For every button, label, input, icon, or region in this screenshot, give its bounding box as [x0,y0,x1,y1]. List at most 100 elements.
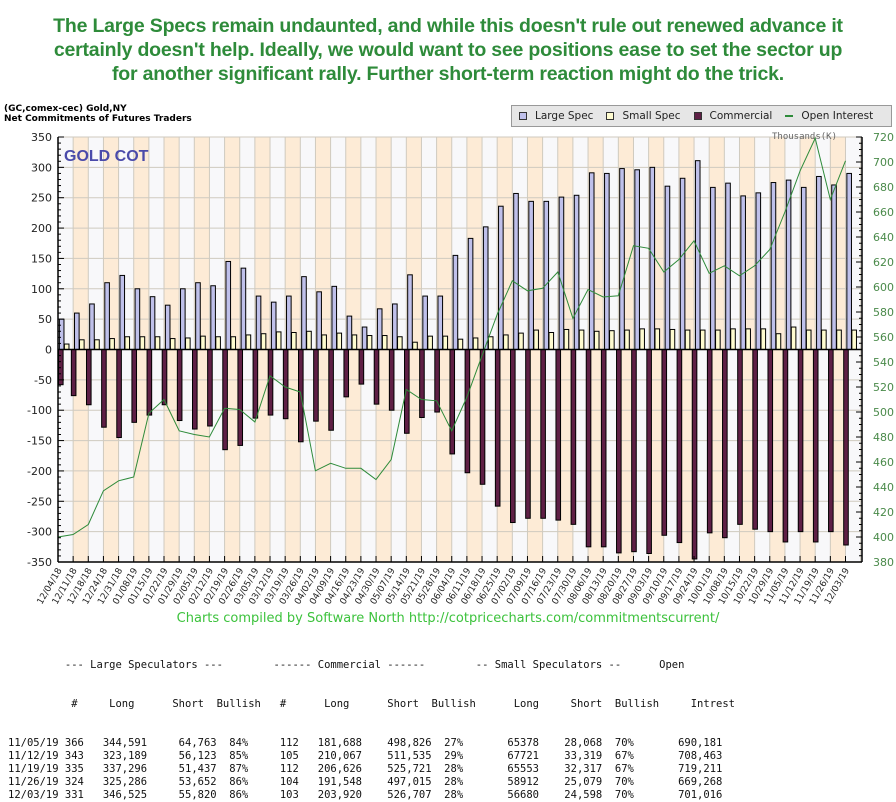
large-spec-bar [498,205,504,351]
commercial-bar [706,349,713,534]
large-spec-bar [634,169,640,350]
large-spec-bar [361,326,368,351]
small-spec-bar [821,329,827,350]
left-tick-label: 200 [31,222,52,235]
small-spec-bar [836,329,842,350]
large-spec-bar [149,296,156,351]
commercial-bar [797,349,804,533]
small-spec-bar [548,332,555,350]
large-spec-bar [437,295,444,350]
large-spec-bar [58,318,65,350]
source-subtitle: Net Commitments of Futures Traders [4,114,192,124]
small-spec-bar [139,336,146,350]
large-spec-bar [528,200,534,350]
small-spec-bar [336,332,343,351]
small-spec-bar [684,329,691,350]
small-spec-bar [805,329,812,350]
small-spec-bar [457,338,464,351]
commercial-bar [585,349,592,548]
large-spec-bar [573,194,580,350]
headline-line-2: certainly doesn't help. Ideally, we woul… [53,39,843,61]
small-spec-bar [669,328,676,350]
commercial-bar [267,349,274,416]
commercial-bar [282,349,289,420]
right-tick-label: 420 [873,506,894,519]
right-tick-label: 380 [873,556,894,569]
large-spec-bar [816,175,822,351]
commercial-bar [616,349,622,554]
commercial-bar [555,349,562,521]
commercial-bar [479,349,486,485]
large-spec-bar [270,301,277,350]
small-spec-bar [851,329,857,350]
right-tick-label: 620 [873,256,894,269]
small-spec-bar [427,335,433,350]
chart-source: (GC,comex-cec) Gold,NY Net Commitments o… [4,104,192,124]
large-spec-bar [89,303,95,350]
large-spec-bar [346,315,353,351]
commercial-bar [101,349,107,428]
legend-swatch-large-spec [519,112,527,120]
large-spec-bar [316,291,322,350]
large-spec-bar [831,184,837,351]
small-spec-bar [563,328,570,350]
large-spec-bar [770,182,777,350]
chart-legend: Large Spec Small Spec Commercial Open In… [511,105,892,127]
right-tick-label: 700 [873,156,894,169]
right-tick-label: 500 [873,406,894,419]
commercial-bar [494,349,501,507]
small-spec-bar [185,337,191,350]
commercial-bar [176,349,183,422]
small-spec-bar [730,328,736,351]
small-spec-bar [654,328,661,351]
commercial-bar [131,349,138,423]
large-spec-bar [679,177,686,350]
left-tick-label: -150 [27,435,52,448]
large-spec-bar [513,192,519,351]
table-group-header: --- Large Speculators --- ------ Commerc… [8,659,685,671]
large-spec-bar [755,192,762,350]
small-spec-bar [578,329,585,350]
small-spec-bar [745,328,751,351]
commercial-bar [464,349,471,474]
commercial-bar [358,349,365,385]
large-spec-bar [725,182,731,351]
commercial-bar [343,349,350,398]
left-tick-label: 100 [31,283,52,296]
commercial-bar [631,349,637,553]
right-tick-label: 540 [873,356,894,369]
commercial-bar [691,349,698,560]
right-tick-label: 440 [873,481,894,494]
small-spec-bar [306,330,312,351]
right-tick-label: 720 [873,131,894,144]
cot-data-table: --- Large Speculators --- ------ Commerc… [8,633,735,801]
large-spec-bar [255,295,262,350]
large-spec-bar [74,312,80,350]
left-tick-label: -350 [27,556,52,569]
left-tick-label: 300 [31,161,52,174]
large-spec-bar [210,285,216,350]
large-spec-bar [846,172,852,350]
large-spec-bar [543,200,550,350]
left-tick-label: -300 [27,526,52,539]
large-spec-bar [800,186,807,351]
small-spec-bar [260,333,267,350]
large-spec-bar [604,172,610,350]
large-spec-bar [467,237,474,350]
left-tick-label: 150 [31,252,52,265]
commercial-bar [600,349,607,548]
legend-label: Small Spec [622,110,681,122]
legend-swatch-open-interest [785,115,794,117]
small-spec-bar [609,330,615,351]
large-spec-bar [331,285,338,351]
headline-line-1: The Large Specs remain undaunted, and wh… [53,15,843,37]
commercial-bar [116,349,122,439]
right-tick-label: 640 [873,231,894,244]
commercial-bar [843,349,849,546]
commercial-bar [752,349,758,530]
right-tick-label: 560 [873,331,894,344]
commercial-bar [252,349,259,419]
small-spec-bar [472,337,479,350]
table-row: 11/12/19 343 323,189 56,123 85% 105 210,… [8,750,723,762]
small-spec-bar [518,332,524,351]
